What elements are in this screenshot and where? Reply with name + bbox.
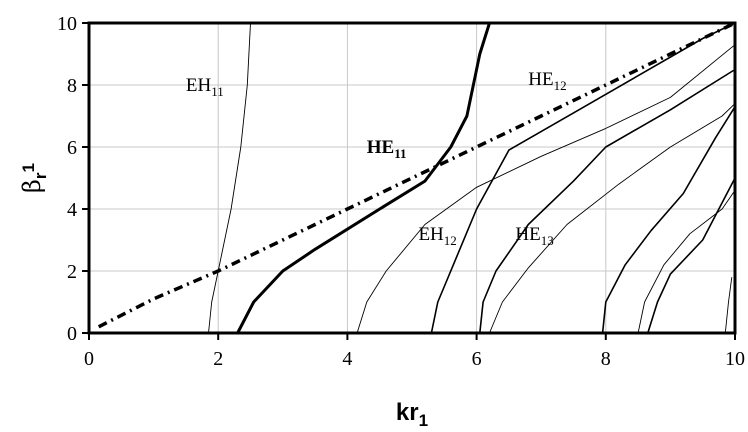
annotation-eh12: EH12 xyxy=(418,224,456,248)
series-line-8 xyxy=(637,190,736,334)
y-tick-label-1: 2 xyxy=(67,261,77,283)
series-line-he13 xyxy=(489,103,736,334)
y-tick-label-5: 10 xyxy=(57,13,77,35)
x-tick-label-3: 6 xyxy=(472,348,482,370)
series-line-0 xyxy=(97,21,736,329)
series-line-he12 xyxy=(430,22,736,334)
y-axis-title: βr1 xyxy=(18,163,50,193)
series-line-10 xyxy=(724,277,733,334)
x-tick-label-5: 10 xyxy=(725,348,745,370)
y-tick-label-3: 6 xyxy=(67,137,77,159)
x-tick-label-2: 4 xyxy=(342,348,352,370)
series-line-9 xyxy=(647,177,736,334)
tick-labels: 0 2 4 6 8 10 0 2 4 6 8 10 xyxy=(57,13,745,370)
annotation-he11: HE11 xyxy=(367,137,407,161)
annotation-he12: HE12 xyxy=(528,69,566,93)
y-tick-label-4: 8 xyxy=(67,75,77,97)
y-tick-label-0: 0 xyxy=(67,323,77,345)
series-line-5 xyxy=(479,68,736,334)
x-tick-label-0: 0 xyxy=(84,348,94,370)
series-line-eh12 xyxy=(356,44,736,334)
series-line-he11 xyxy=(236,22,491,334)
annotation-he13: HE13 xyxy=(515,224,553,248)
series-line-7 xyxy=(601,106,736,334)
plot-frame xyxy=(87,21,737,335)
series-group xyxy=(97,21,736,334)
x-axis-title: kr1 xyxy=(396,399,428,430)
annotations: EH11 HE11 HE12 EH12 HE13 xyxy=(186,69,567,248)
x-tick-label-1: 2 xyxy=(213,348,223,370)
annotation-eh11: EH11 xyxy=(186,75,224,99)
x-tick-label-4: 8 xyxy=(601,348,611,370)
y-tick-label-2: 4 xyxy=(67,199,77,221)
series-line-eh11 xyxy=(208,22,251,334)
grid xyxy=(88,22,736,334)
